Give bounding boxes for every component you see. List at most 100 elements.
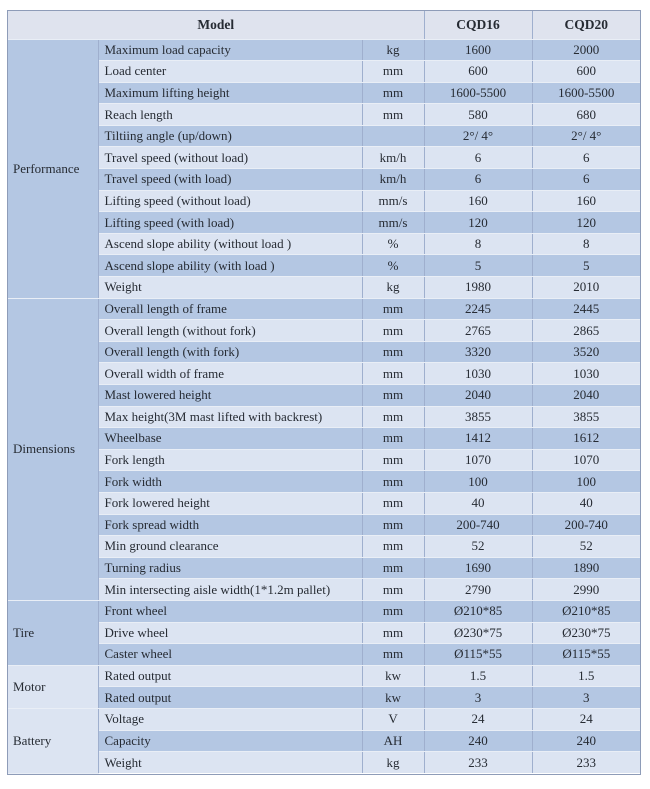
table-row: Rated output kw 3 3 (8, 686, 641, 709)
table-row: Turning radius mm 1690 1890 (8, 556, 641, 580)
value-cell-cqd16: 1412 (423, 427, 533, 450)
value-cell-cqd16: 1.5 (423, 664, 533, 688)
unit-cell: km/h (361, 146, 425, 170)
parameter-cell: Fork width (98, 470, 363, 493)
section-label-performance: Performance (8, 38, 99, 299)
parameter-cell: Overall length (without fork) (98, 319, 363, 342)
value-cell-cqd20: 160 (531, 189, 641, 213)
section-label-tire: Tire (8, 599, 99, 666)
value-cell-cqd20: 600 (531, 60, 641, 83)
value-cell-cqd20: 240 (531, 729, 641, 753)
value-cell-cqd16: 2040 (423, 384, 533, 407)
value-cell-cqd16: 120 (423, 211, 533, 234)
value-cell-cqd16: Ø210*85 (423, 599, 533, 623)
table-row: Ascend slope ability (with load )% 5 5 (8, 254, 641, 278)
parameter-cell: Tiltiing angle (up/down) (98, 124, 363, 148)
table-row: Lifting speed (with load) mm/s 120 120 (8, 211, 641, 234)
unit-cell: mm (361, 319, 425, 342)
parameter-cell: Ascend slope ability (with load ) (98, 254, 363, 278)
parameter-cell: Capacity (98, 729, 363, 753)
unit-cell: kg (361, 38, 425, 62)
unit-cell: mm (361, 578, 425, 601)
value-cell-cqd16: 1600 (423, 38, 533, 62)
value-cell-cqd16: 5 (423, 254, 533, 278)
value-cell-cqd16: Ø115*55 (423, 643, 533, 666)
table-row: Motor Rated output kw 1.5 1.5 (8, 664, 641, 709)
value-cell-cqd20: 1600-5500 (531, 81, 641, 105)
parameter-cell: Overall length of frame (97, 297, 363, 321)
parameter-cell: Overall length (with fork) (98, 340, 363, 364)
table-row: Capacity AH 240 240 (8, 729, 641, 753)
unit-cell: mm (361, 643, 425, 666)
section-label-battery: Battery (8, 707, 99, 774)
value-cell-cqd16: 3 (423, 686, 533, 709)
value-cell-cqd16: 1030 (423, 362, 533, 385)
model-column-cqd20: CQD20 (531, 11, 641, 40)
unit-cell: mm (361, 362, 425, 385)
value-cell-cqd16: 2245 (423, 297, 533, 321)
value-cell-cqd16: 24 (423, 707, 533, 731)
value-cell-cqd16: 160 (423, 189, 533, 213)
spec-table: Model CQD16 CQD20 Performance Maximum loa… (8, 11, 641, 774)
parameter-cell: Turning radius (98, 556, 363, 580)
parameter-cell: Ascend slope ability (without load ) (98, 232, 363, 256)
parameter-cell: Travel speed (with load) (98, 168, 363, 191)
unit-cell: mm/s (361, 189, 425, 213)
parameter-cell: Drive wheel (98, 621, 363, 645)
spec-table-frame: Model CQD16 CQD20 Performance Maximum loa… (7, 10, 641, 775)
table-row: Min intersecting aisle width(1*1.2m pall… (8, 578, 641, 601)
value-cell-cqd16: 1600-5500 (423, 81, 533, 105)
value-cell-cqd20: 3855 (531, 405, 641, 429)
table-row: Performance Maximum load capacity kg 1600 20… (8, 38, 641, 299)
parameter-cell: Voltage (97, 707, 363, 731)
parameter-cell: Lifting speed (without load) (98, 189, 363, 213)
parameter-cell: Max height(3M mast lifted with backrest) (98, 405, 363, 429)
parameter-cell: Fork length (98, 448, 363, 472)
table-row: Fork length mm 1070 1070 (8, 448, 641, 472)
unit-cell: mm (361, 405, 425, 429)
value-cell-cqd20: 100 (531, 470, 641, 493)
value-cell-cqd20: 120 (531, 211, 641, 234)
table-row: Fork lowered height mm 40 40 (8, 491, 641, 515)
parameter-cell: Travel speed (without load) (98, 146, 363, 170)
table-row: Overall width of frame mm 1030 1030 (8, 362, 641, 385)
unit-cell: mm/s (361, 211, 425, 234)
unit-cell: mm (361, 535, 425, 558)
table-row: Load center mm 600 600 (8, 60, 641, 83)
value-cell-cqd16: 3320 (423, 340, 533, 364)
table-row: Caster wheel mm Ø115*55 Ø115*55 (8, 643, 641, 666)
table-row: Battery Voltage V 24 24 (8, 707, 641, 774)
unit-cell: km/h (361, 168, 425, 191)
table-row: Reach length mm 580 680 (8, 103, 641, 126)
unit-cell: mm (361, 621, 425, 645)
table-row: Maximum lifting height mm 1600-5500 1600-55… (8, 81, 641, 105)
section-label-dimensions: Dimensions (8, 297, 99, 601)
table-row: Overall length (with fork) mm 3320 3520 (8, 340, 641, 364)
unit-cell: V (361, 707, 425, 731)
value-cell-cqd16: 6 (423, 146, 533, 170)
spec-table-body: Performance Maximum load capacity kg 1600 20… (8, 38, 641, 774)
table-row: Dimensions Overall length of frame mm 2245 2… (8, 297, 641, 601)
value-cell-cqd20: 2000 (531, 38, 641, 62)
value-cell-cqd20: 40 (531, 491, 641, 515)
parameter-cell: Caster wheel (98, 643, 363, 666)
table-row: Min ground clearance mm 52 52 (8, 535, 641, 558)
table-row: Wheelbase mm 1412 1612 (8, 427, 641, 450)
parameter-cell: Min ground clearance (98, 535, 363, 558)
unit-cell: AH (361, 729, 425, 753)
unit-cell: mm (361, 297, 425, 321)
value-cell-cqd20: Ø210*85 (531, 599, 641, 623)
table-row: Fork width mm 100 100 (8, 470, 641, 493)
value-cell-cqd20: Ø115*55 (531, 643, 641, 666)
value-cell-cqd20: 52 (531, 535, 641, 558)
model-header-cell: Model (8, 11, 425, 40)
unit-cell: mm (361, 513, 425, 537)
value-cell-cqd20: 1.5 (531, 664, 641, 688)
value-cell-cqd20: 200-740 (531, 513, 641, 537)
value-cell-cqd16: 2°/ 4° (423, 124, 533, 148)
value-cell-cqd20: 1612 (531, 427, 641, 450)
value-cell-cqd16: Ø230*75 (423, 621, 533, 645)
table-row: Lifting speed (without load) mm/s 160 160 (8, 189, 641, 213)
parameter-cell: Weight (98, 751, 363, 774)
